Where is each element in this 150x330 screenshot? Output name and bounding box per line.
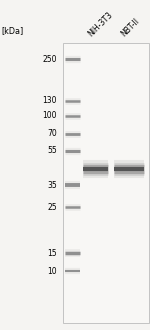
Text: 250: 250 (42, 55, 57, 64)
Text: 130: 130 (42, 96, 57, 105)
Text: 25: 25 (47, 203, 57, 212)
Text: 10: 10 (47, 267, 57, 276)
Bar (63, 43, 148, 323)
Text: 70: 70 (47, 129, 57, 138)
Text: 100: 100 (42, 111, 57, 120)
Text: 55: 55 (47, 146, 57, 155)
Text: 35: 35 (47, 181, 57, 190)
Text: [kDa]: [kDa] (2, 26, 24, 35)
Text: NBT-II: NBT-II (120, 16, 142, 38)
Text: 15: 15 (47, 249, 57, 258)
Text: NIH-3T3: NIH-3T3 (87, 10, 115, 38)
